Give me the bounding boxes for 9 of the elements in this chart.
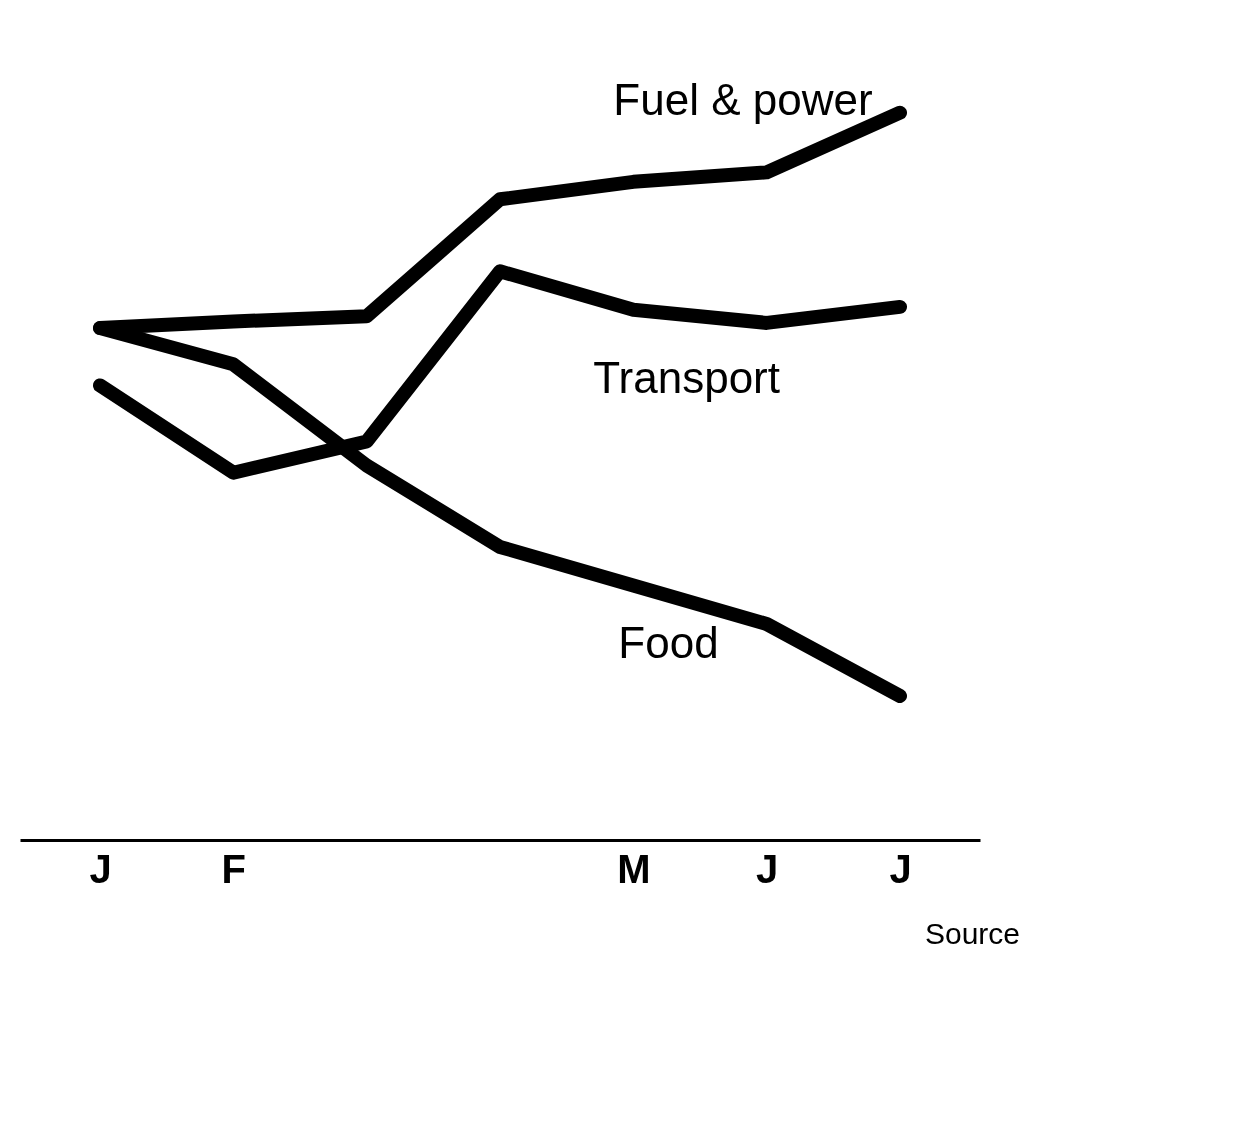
series-label: Fuel & power xyxy=(613,74,873,124)
text: Source xyxy=(924,917,1020,950)
series-label: Food xyxy=(618,618,719,668)
x-tick-label: J xyxy=(889,846,912,891)
series-label: Transport xyxy=(593,352,780,402)
x-tick-label: J xyxy=(756,846,779,891)
x-tick-label: F xyxy=(221,846,247,891)
x-tick-label: M xyxy=(617,846,651,891)
x-tick-label: J xyxy=(89,846,112,891)
